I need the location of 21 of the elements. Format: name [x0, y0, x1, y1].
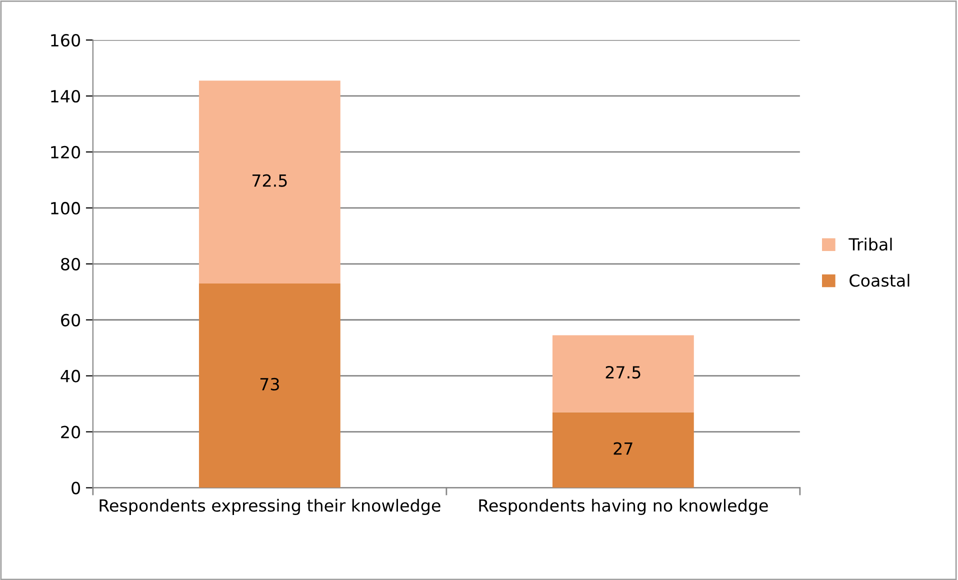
y-tick-label: 80 — [61, 258, 80, 270]
x-tick-label: Respondents having no knowledge — [479, 498, 768, 516]
bar — [552, 412, 694, 488]
y-tick-label: 0 — [72, 482, 80, 494]
y-tick-label: 120 — [51, 146, 80, 159]
data-label: 72.5 — [252, 174, 287, 187]
legend-label: Tribal — [848, 238, 892, 251]
bar — [198, 283, 340, 488]
x-tick-label: Respondents expressing their knowledge — [100, 498, 440, 516]
y-tick-label: 20 — [61, 426, 80, 438]
y-tick-label: 160 — [51, 34, 80, 47]
data-label: 27.5 — [606, 366, 640, 379]
data-label: 73 — [260, 378, 279, 390]
legend-label: Coastal — [850, 274, 910, 287]
data-label: 27 — [614, 442, 632, 455]
bar — [552, 335, 694, 412]
y-tick-label: 100 — [51, 202, 80, 214]
y-tick-label: 140 — [51, 90, 80, 103]
y-tick-label: 60 — [61, 314, 80, 326]
bar — [198, 80, 340, 284]
y-tick-label: 40 — [60, 370, 80, 382]
